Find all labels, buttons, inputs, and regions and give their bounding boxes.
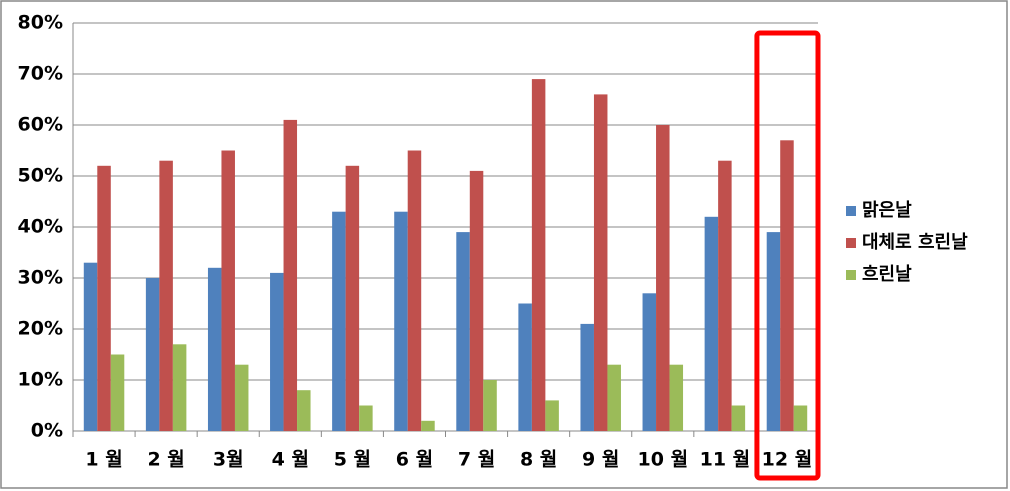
highlight-box [754,30,821,481]
bar [297,390,311,431]
bar [669,364,684,431]
x-tick-label: 9 월 [582,449,619,471]
legend-swatch [846,238,856,248]
x-tick-label: 3월 [213,449,244,471]
bar [718,160,732,431]
y-tick-label: 70% [18,63,63,85]
legend-label: 맑은날 [862,200,912,221]
x-tick-label: 5 월 [334,449,371,471]
x-tick-label: 7 월 [458,449,495,471]
bar [172,344,187,431]
bar [456,232,470,431]
x-tick-label: 11 월 [700,449,751,471]
bar [780,140,794,432]
bar [407,150,422,431]
bar [394,211,408,431]
bar [545,400,559,431]
legend-swatch [846,206,856,216]
y-tick-label: 50% [18,165,63,187]
bar [766,232,781,431]
bar [207,267,222,431]
bar [234,364,249,431]
x-tick-label: 6 월 [396,449,433,471]
bar [531,79,546,431]
bar [704,216,719,431]
bar [580,323,594,431]
bar [642,293,657,431]
bar [221,150,235,431]
bar [607,364,621,431]
x-tick-label: 4 월 [272,449,309,471]
bar [159,160,173,431]
bar [359,405,373,431]
bar [469,170,484,431]
bar [793,405,808,431]
bar [593,94,608,432]
x-tick-label: 12 월 [762,449,813,471]
bar [483,380,497,431]
bar [421,420,435,431]
legend-label: 흐린날 [862,264,912,285]
bar [270,272,284,431]
bar [332,211,346,431]
bar [83,262,98,431]
y-tick-label: 10% [18,369,63,391]
y-tick-label: 30% [18,267,63,289]
bar [110,354,125,431]
legend-swatch [846,270,856,280]
bar [283,119,298,432]
y-tick-label: 40% [18,216,63,238]
bar [656,125,670,431]
bar [145,278,160,431]
bar [345,165,360,432]
bar [97,165,111,432]
y-tick-label: 60% [18,114,63,136]
legend-label: 대체로 흐린날 [862,232,968,253]
bar [518,303,532,431]
x-tick-label: 10 월 [638,449,689,471]
x-tick-label: 8 월 [520,449,557,471]
y-tick-label: 0% [31,420,63,442]
x-tick-label: 1 월 [85,449,122,471]
bar [731,405,746,431]
x-tick-label: 2 월 [147,449,184,471]
y-tick-label: 80% [18,12,63,34]
y-tick-label: 20% [18,318,63,340]
